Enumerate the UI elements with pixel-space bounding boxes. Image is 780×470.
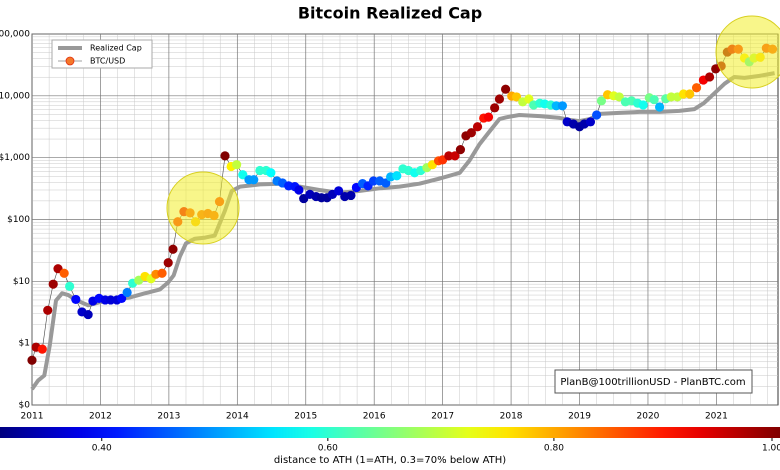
price-point (691, 83, 702, 93)
price-point (557, 101, 568, 111)
highlight-circle (715, 15, 780, 89)
price-point (163, 258, 173, 268)
price-point (168, 244, 178, 254)
colorbar-label: distance to ATH (1=ATH, 0.3=70% below AT… (274, 455, 506, 466)
marks (27, 43, 778, 391)
highlight-circle (166, 171, 240, 245)
annotation: PlanB@100trillionUSD - PlanBTC.com (560, 377, 745, 388)
price-point (249, 175, 259, 185)
chart-title: Bitcoin Realized Cap (298, 4, 482, 23)
price-point (83, 309, 93, 320)
price-point (592, 110, 602, 120)
price-point (501, 84, 511, 94)
price-point (511, 92, 522, 102)
x-tick-label: 2021 (705, 412, 728, 422)
price-point (37, 344, 47, 354)
colorbar-tick-label: 0.40 (92, 444, 112, 454)
price-point (654, 102, 665, 112)
x-tick-label: 2011 (21, 412, 44, 422)
colorbar-tick-label: 0.60 (318, 444, 338, 454)
price-point (238, 170, 248, 180)
overlay: $0 $1 $10 $100 $1,000 $10,000 $100,000 2011 2012… (0, 30, 728, 422)
price-point (649, 94, 659, 105)
x-tick-label: 2018 (500, 412, 523, 422)
price-point (59, 268, 69, 278)
y-tick-label: $1,000 (0, 153, 30, 163)
price-point (122, 287, 132, 298)
price-point (43, 305, 53, 315)
colorbar-tick-label: 1.00 (762, 444, 780, 454)
y-tick-label: $10,000 (0, 91, 30, 101)
price-point (494, 94, 505, 104)
price-point (232, 160, 242, 170)
annotation-box (554, 369, 753, 394)
y-tick-label: $100 (7, 215, 30, 225)
y-tick-label: $0 (19, 401, 31, 411)
price-point (596, 96, 607, 106)
price-point (685, 89, 695, 99)
x-tick-label: 2019 (568, 412, 591, 422)
price-point (48, 279, 58, 289)
price-point (704, 72, 715, 82)
x-tick-label: 2017 (431, 412, 454, 422)
price-point (392, 171, 402, 181)
price-point (614, 92, 624, 102)
price-point (65, 281, 75, 291)
price-point (294, 185, 304, 195)
price-point (266, 168, 276, 178)
legend-marker (65, 56, 75, 66)
price-point (450, 151, 460, 161)
price-point (117, 293, 127, 303)
y-tick-label: $100,000 (0, 30, 30, 40)
legend-label: Realized Cap (90, 44, 142, 53)
price-point (220, 151, 230, 161)
y-tick-label: $1 (19, 339, 30, 349)
price-point (346, 190, 356, 201)
x-tick-label: 2012 (89, 412, 112, 422)
x-tick-label: 2020 (637, 412, 660, 422)
colorbar (0, 427, 780, 438)
price-point (466, 128, 476, 138)
price-point (638, 100, 648, 110)
x-tick-label: 2014 (226, 412, 249, 422)
price-point (472, 122, 483, 132)
x-tick-label: 2015 (294, 412, 317, 422)
y-tick-label: $10 (13, 277, 30, 287)
price-point (490, 103, 500, 113)
price-point (157, 268, 167, 278)
colorbar-tick-label: 0.80 (544, 444, 564, 454)
price-point (334, 186, 344, 196)
x-tick-label: 2013 (157, 412, 180, 422)
price-point (71, 294, 81, 305)
price-point (455, 145, 466, 155)
price-point (483, 112, 494, 122)
price-point (27, 355, 37, 365)
price-point (585, 117, 596, 127)
legend-label: BTC/USD (90, 57, 125, 66)
x-tick-label: 2016 (363, 412, 386, 422)
